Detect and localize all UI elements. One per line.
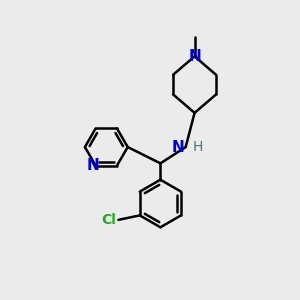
Text: N: N — [87, 158, 100, 173]
Text: N: N — [188, 49, 201, 64]
Text: N: N — [171, 140, 184, 154]
Text: Cl: Cl — [101, 213, 116, 227]
Text: H: H — [192, 140, 203, 154]
